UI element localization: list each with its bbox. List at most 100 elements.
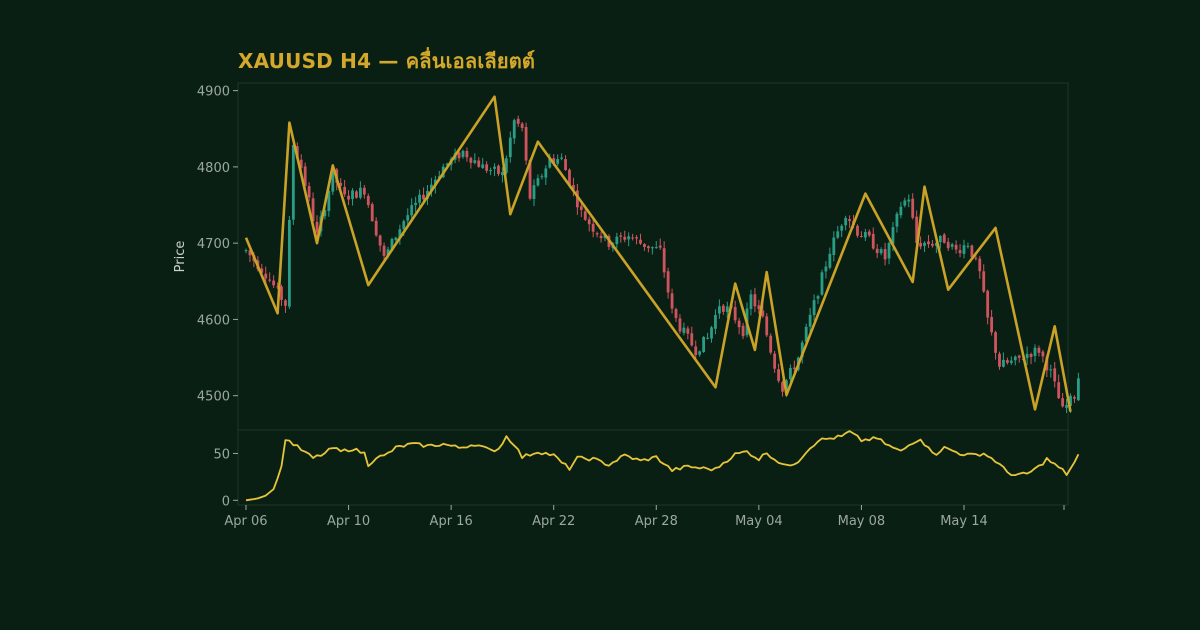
candle-up xyxy=(359,187,362,198)
candle-down xyxy=(883,249,887,260)
candle-up xyxy=(536,178,540,186)
candle-up xyxy=(291,145,295,220)
candle-down xyxy=(595,233,599,235)
candle-down xyxy=(572,185,575,190)
candle-down xyxy=(366,195,370,206)
candle-down xyxy=(678,318,682,332)
candle-down xyxy=(733,307,737,321)
candle-up xyxy=(489,170,492,172)
candle-down xyxy=(280,286,283,300)
candle-up xyxy=(879,249,883,254)
candle-down xyxy=(1017,355,1021,358)
candle-up xyxy=(804,326,808,342)
candle-down xyxy=(662,248,666,273)
candle-up xyxy=(351,190,354,200)
candle-up xyxy=(418,194,421,203)
candle-down xyxy=(777,369,780,381)
candle-down xyxy=(765,316,769,336)
candle-up xyxy=(331,169,335,192)
candle-up xyxy=(887,243,891,259)
candle-down xyxy=(587,219,591,225)
candle-down xyxy=(875,248,879,253)
candle-down xyxy=(260,268,264,273)
candle-up xyxy=(327,190,331,211)
x-tick-label: Apr 22 xyxy=(532,514,575,529)
candle-down xyxy=(568,169,571,185)
candle-up xyxy=(899,206,903,216)
candle-down xyxy=(347,195,350,200)
candle-down xyxy=(737,320,741,328)
candle-up xyxy=(698,351,702,355)
candle-up xyxy=(714,314,717,329)
candle-down xyxy=(497,165,500,174)
candle-up xyxy=(650,247,654,249)
price-tick-label: 4900 xyxy=(197,85,230,100)
candle-up xyxy=(962,245,966,254)
candle-down xyxy=(599,235,603,239)
candle-up xyxy=(749,294,753,309)
candle-down xyxy=(970,245,974,258)
candle-up xyxy=(903,200,907,206)
candle-up xyxy=(540,176,544,178)
oscillator-frame xyxy=(237,429,1069,506)
candle-down xyxy=(591,223,595,232)
price-axis-label: Price xyxy=(173,241,188,273)
candle-down xyxy=(552,158,556,163)
candle-down xyxy=(646,246,650,249)
candle-down xyxy=(339,182,343,186)
x-tick-label: May 14 xyxy=(940,514,988,529)
candle-down xyxy=(564,159,567,171)
candle-down xyxy=(954,244,958,250)
candle-up xyxy=(808,314,812,327)
candle-up xyxy=(410,205,414,216)
x-tick-label: May 08 xyxy=(838,514,886,529)
candle-down xyxy=(942,234,946,243)
candle-down xyxy=(792,367,796,369)
candle-down xyxy=(619,235,623,237)
candle-down xyxy=(986,290,990,318)
candle-up xyxy=(654,247,658,249)
candle-up xyxy=(816,296,820,299)
candle-down xyxy=(998,353,1001,367)
candle-down xyxy=(268,279,272,281)
candle-down xyxy=(1005,360,1009,363)
candle-down xyxy=(694,346,698,356)
candle-up xyxy=(785,380,788,393)
candle-down xyxy=(686,328,690,334)
candle-down xyxy=(919,242,922,247)
candle-up xyxy=(812,300,816,316)
candle-up xyxy=(244,250,248,252)
candle-down xyxy=(848,219,851,222)
candle-down xyxy=(374,220,378,236)
candle-down xyxy=(721,305,725,312)
candle-down xyxy=(769,335,773,353)
candle-up xyxy=(844,217,848,226)
candle-down xyxy=(299,159,303,168)
candle-up xyxy=(548,158,552,168)
candle-down xyxy=(370,204,374,222)
candle-down xyxy=(911,198,915,218)
candle-up xyxy=(386,249,390,256)
candle-up xyxy=(863,232,867,238)
candle-up xyxy=(1076,378,1080,401)
candle-down xyxy=(757,305,761,310)
candle-up xyxy=(907,199,911,202)
price-tick-label: 4700 xyxy=(197,237,230,252)
candle-down xyxy=(284,300,287,306)
candle-up xyxy=(1009,360,1013,363)
candle-down xyxy=(856,225,859,236)
candle-up xyxy=(390,239,394,251)
candle-down xyxy=(457,152,461,159)
wave-line xyxy=(244,95,1072,412)
candle-up xyxy=(512,120,516,139)
candle-down xyxy=(958,250,962,254)
candle-up xyxy=(828,253,832,268)
candle-down xyxy=(666,271,670,293)
candle-down xyxy=(422,194,425,200)
x-tick-label: Apr 06 xyxy=(224,514,267,529)
candle-down xyxy=(382,245,386,256)
oscillator-line xyxy=(245,430,1080,502)
candle-down xyxy=(524,127,528,161)
